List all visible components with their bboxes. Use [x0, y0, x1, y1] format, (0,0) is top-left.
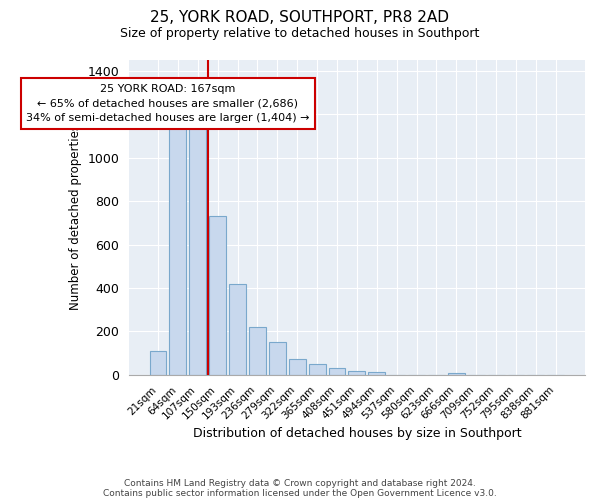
- Bar: [269, 342, 286, 375]
- Bar: [448, 372, 465, 375]
- Bar: [309, 364, 326, 375]
- X-axis label: Distribution of detached houses by size in Southport: Distribution of detached houses by size …: [193, 427, 521, 440]
- Bar: [229, 284, 246, 375]
- Bar: [329, 368, 346, 375]
- Bar: [209, 216, 226, 375]
- Text: Contains HM Land Registry data © Crown copyright and database right 2024.: Contains HM Land Registry data © Crown c…: [124, 478, 476, 488]
- Text: Size of property relative to detached houses in Southport: Size of property relative to detached ho…: [121, 28, 479, 40]
- Y-axis label: Number of detached properties: Number of detached properties: [69, 124, 82, 310]
- Bar: [289, 358, 306, 375]
- Bar: [349, 370, 365, 375]
- Text: 25, YORK ROAD, SOUTHPORT, PR8 2AD: 25, YORK ROAD, SOUTHPORT, PR8 2AD: [151, 10, 449, 25]
- Bar: [190, 125, 206, 375]
- Text: Contains public sector information licensed under the Open Government Licence v3: Contains public sector information licen…: [103, 488, 497, 498]
- Text: 25 YORK ROAD: 167sqm
← 65% of detached houses are smaller (2,686)
34% of semi-de: 25 YORK ROAD: 167sqm ← 65% of detached h…: [26, 84, 310, 124]
- Bar: [249, 327, 266, 375]
- Bar: [368, 372, 385, 375]
- Bar: [149, 351, 166, 375]
- Bar: [169, 124, 187, 375]
